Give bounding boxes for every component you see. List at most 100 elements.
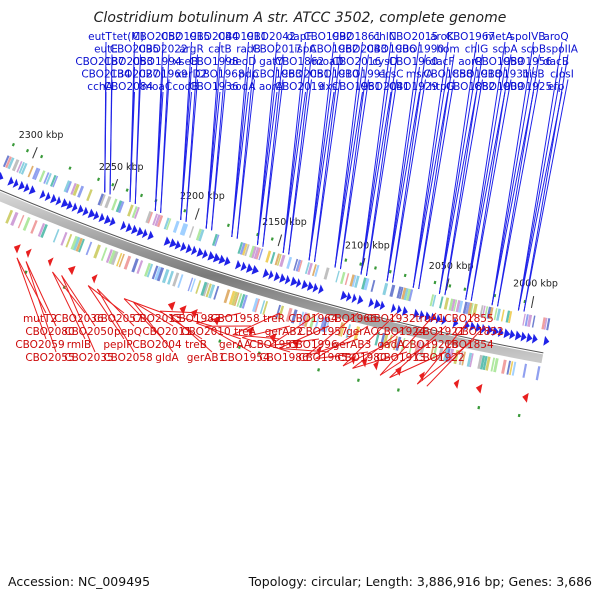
reverse-leader-line xyxy=(205,325,252,353)
forward-gene-arrow xyxy=(424,311,432,322)
forward-rna-marker xyxy=(403,273,407,278)
forward-leader-line xyxy=(438,66,477,294)
forward-gene-label: CBO1962 xyxy=(309,44,358,56)
forward-gene-arrow xyxy=(240,261,247,272)
forward-gene-arrow xyxy=(401,306,408,316)
reverse-gene-label: CBO2013 xyxy=(132,313,181,325)
forward-gene-arrow xyxy=(87,208,96,218)
forward-gene-label: CBO1929 xyxy=(389,81,438,93)
forward-leader-line xyxy=(308,66,335,261)
reverse-category-block xyxy=(479,355,486,370)
forward-gene-label: CBO2042 xyxy=(246,31,295,43)
reverse-leader-line xyxy=(379,338,437,376)
reverse-category-block xyxy=(85,241,93,256)
forward-category-block xyxy=(45,173,52,185)
reverse-leader-line xyxy=(389,325,447,378)
forward-gene-arrow xyxy=(441,315,447,325)
forward-gene-arrow xyxy=(212,252,221,263)
forward-gene-label: scpA xyxy=(492,44,518,56)
kbp-tick-mark xyxy=(32,146,38,159)
forward-gene-arrow xyxy=(413,308,420,319)
forward-gene-label: CBO2134 xyxy=(81,69,131,81)
forward-category-block xyxy=(52,175,59,188)
forward-gene-arrow xyxy=(379,300,385,311)
forward-category-block xyxy=(156,215,164,228)
forward-gene-label: xerD2 xyxy=(176,69,207,81)
forward-leader-line xyxy=(282,66,306,253)
forward-gene-arrow xyxy=(218,254,226,265)
kbp-tick-layer: 2300 kbp 2250 kbp 2200 kbp 2150 kbp 2100 kbp… xyxy=(19,130,558,309)
forward-gene-label: gatY xyxy=(259,56,283,68)
forward-leader-line xyxy=(517,41,563,311)
forward-gene-label: catB xyxy=(208,44,232,56)
reverse-leader-line xyxy=(242,325,291,339)
forward-gene-arrow xyxy=(98,212,105,223)
forward-category-block xyxy=(307,262,313,276)
reverse-leader-line xyxy=(342,312,398,367)
reverse-category-block xyxy=(110,250,119,266)
forward-gene-arrow xyxy=(234,259,242,270)
forward-leader-line xyxy=(412,66,449,288)
reverse-category-block xyxy=(236,293,243,308)
forward-gene-label: codB xyxy=(172,81,198,93)
forward-category-block xyxy=(27,165,34,178)
forward-gene-label: CBO2051 xyxy=(281,69,330,81)
reverse-gene-arrow xyxy=(475,383,483,394)
forward-leader-line xyxy=(465,66,506,300)
forward-gene-arrow xyxy=(492,326,500,336)
forward-leader-line xyxy=(185,79,198,222)
reverse-category-block xyxy=(466,352,473,367)
forward-gene-arrow xyxy=(351,293,357,304)
forward-leader-line xyxy=(491,91,534,306)
reverse-category-block xyxy=(10,211,19,226)
forward-rna-marker xyxy=(11,142,15,147)
reverse-gene-label: CBO1964 xyxy=(288,313,338,325)
forward-leader-line xyxy=(180,91,192,220)
forward-gene-arrow xyxy=(452,317,459,328)
forward-gene-arrow xyxy=(39,189,46,199)
forward-gene-label: CBO1911 xyxy=(218,31,267,43)
reverse-category-block xyxy=(309,314,316,329)
reverse-leader-line xyxy=(232,334,281,340)
forward-category-block xyxy=(77,185,85,198)
forward-category-block xyxy=(382,282,389,296)
forward-rna-marker xyxy=(68,166,72,170)
reverse-gene-label: CBO2050 xyxy=(64,326,113,338)
forward-category-block xyxy=(11,159,20,172)
forward-gene-label: cchA xyxy=(87,81,113,93)
forward-gene-label: spoIVB xyxy=(509,31,545,43)
forward-rna-marker xyxy=(226,223,230,228)
reverse-gene-label: CBO1921 xyxy=(415,326,464,338)
forward-category-block xyxy=(363,278,370,291)
forward-gene-arrow xyxy=(475,322,482,333)
forward-category-block xyxy=(211,233,218,246)
forward-gene-label: CBO1936 xyxy=(189,81,239,93)
reverse-category-block xyxy=(131,258,139,273)
forward-category-block xyxy=(349,274,355,287)
reverse-category-block xyxy=(208,284,216,299)
reverse-category-block xyxy=(322,317,328,332)
forward-gene-arrow xyxy=(520,331,527,342)
reverse-gene-label: CBO2036 xyxy=(54,313,104,325)
forward-gene-label: CBO2041 xyxy=(360,81,409,93)
forward-rna-marker xyxy=(111,182,115,187)
forward-gene-arrow xyxy=(147,230,154,241)
forward-leader-line xyxy=(497,79,540,307)
forward-gene-label: CBO1990 xyxy=(395,44,444,56)
reverse-category-block xyxy=(22,216,31,231)
forward-category-block xyxy=(182,223,189,236)
forward-gene-label: moaC xyxy=(142,81,172,93)
forward-gene-label: argR xyxy=(179,44,204,56)
forward-gene-label: bisB xyxy=(522,69,544,81)
reverse-rna-marker xyxy=(237,345,241,349)
kbp-tick-mark xyxy=(194,208,200,220)
forward-rna-marker xyxy=(125,188,129,192)
forward-leader-line xyxy=(334,41,363,268)
forward-rna-marker xyxy=(183,208,187,213)
forward-gene-label: CBO2053 xyxy=(104,56,153,68)
forward-gene-label: CBO2016 xyxy=(332,56,382,68)
forward-category-block xyxy=(38,170,46,183)
forward-gene-arrow xyxy=(0,171,4,180)
forward-gene-arrow xyxy=(279,273,286,283)
forward-category-block xyxy=(104,195,112,209)
